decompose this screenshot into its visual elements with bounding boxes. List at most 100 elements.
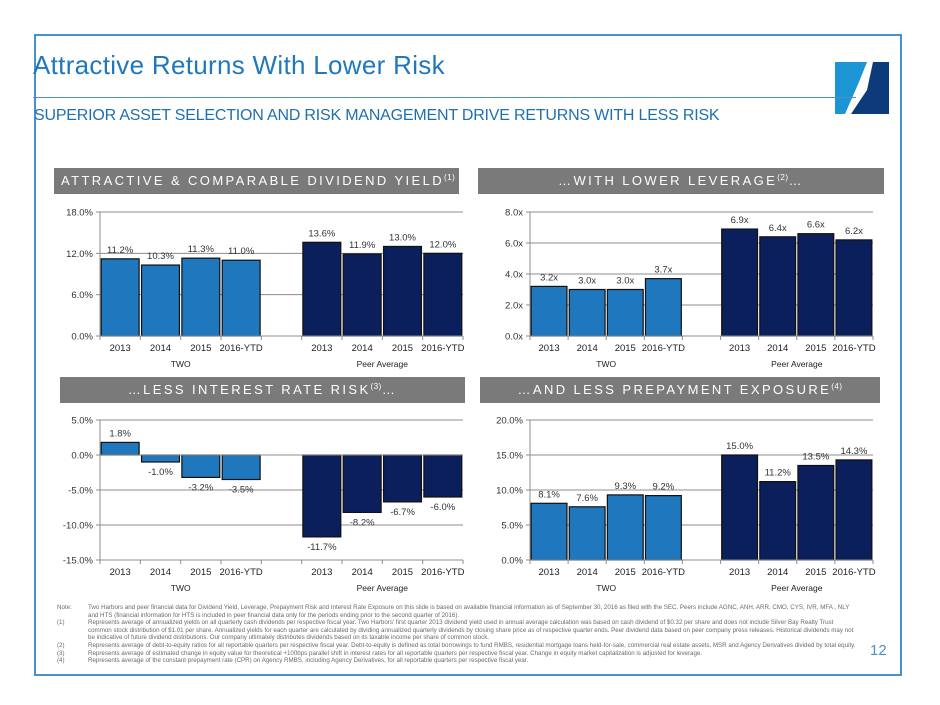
chart-dividend-yield: 0.0% 6.0% 12.0% 18.0% 11.2% 2013 10.3% 2014 11.3… — [50, 200, 470, 378]
x-tick-label: 2015 — [190, 343, 211, 354]
x-tick-label: 2016-YTD — [421, 567, 464, 578]
x-tick-label: 2016-YTD — [421, 343, 464, 354]
section-suffix: … — [788, 173, 804, 188]
company-logo-icon — [835, 62, 889, 114]
data-label: 11.0% — [228, 246, 255, 257]
data-label: -3.2% — [188, 482, 213, 493]
title-divider — [33, 97, 856, 98]
y-tick-label: 12.0% — [66, 249, 93, 260]
footnote-text: Represents average of debt-to-equity rat… — [88, 641, 856, 649]
x-tick-label: 2015 — [615, 567, 636, 578]
x-tick-label: 2014 — [352, 343, 373, 354]
footnote-text: Represents average of annualized yields … — [88, 619, 854, 642]
footnote-ref: (4) — [831, 382, 843, 391]
section-suffix: … — [381, 382, 398, 397]
slide-subtitle: SUPERIOR ASSET SELECTION AND RISK MANAGE… — [34, 107, 720, 124]
interest-rate-risk-chart-svg: -15.0% -10.0% -5.0% 0.0% 5.0% 1.8% 2013 -1.0% 20… — [63, 416, 465, 594]
x-tick-label: 2015 — [392, 343, 413, 354]
x-tick-label: 2015 — [615, 343, 636, 354]
footnote-ref: (1) — [444, 173, 456, 182]
x-tick-label: 2013 — [311, 567, 332, 578]
data-label: 13.5% — [802, 452, 829, 463]
bar-two-2015 — [606, 494, 644, 561]
footnote-key: (1) — [57, 619, 65, 627]
data-label: 15.0% — [726, 441, 753, 452]
footnote-text: Represents average of the constant prepa… — [88, 657, 529, 665]
bar-peer-2014 — [759, 480, 797, 561]
x-tick-label: 2014 — [767, 567, 788, 578]
x-tick-label: 2015 — [190, 567, 211, 578]
y-tick-label: 0.0% — [71, 451, 93, 462]
group-label: Peer Average — [357, 583, 409, 593]
bar-two-2014 — [140, 454, 181, 463]
y-tick-label: 0.0x — [505, 332, 523, 343]
data-label: -11.7% — [307, 542, 337, 553]
data-label: 13.6% — [308, 228, 335, 239]
bar-peer-2015 — [797, 233, 835, 337]
bar-peer-2014 — [342, 253, 382, 337]
bar-two-2016-ytd — [221, 259, 261, 337]
dividend-yield-chart-svg: 0.0% 6.0% 12.0% 18.0% 11.2% 2013 10.3% 2014 11.3… — [66, 208, 465, 370]
data-label: 3.7x — [654, 265, 672, 276]
bar-two-2015 — [606, 288, 644, 337]
footnote-row: (2) Represents average of debt-to-equity… — [57, 642, 857, 650]
bar-peer-2014 — [342, 454, 382, 514]
data-label: 6.9x — [731, 215, 749, 226]
x-tick-label: 2016-YTD — [642, 343, 685, 354]
data-label: -8.2% — [350, 517, 375, 528]
logo-swoosh — [845, 62, 871, 114]
bar-peer-2014 — [759, 236, 797, 337]
data-label: 14.3% — [840, 446, 867, 457]
bar-two-2014 — [140, 264, 181, 337]
group-label: Peer Average — [771, 359, 823, 369]
section-title: ATTRACTIVE & COMPARABLE DIVIDEND YIELD — [61, 173, 445, 188]
bar-peer-2016-ytd — [835, 239, 873, 337]
y-tick-label: 5.0% — [71, 416, 93, 427]
data-label: -6.0% — [430, 502, 455, 513]
bar-two-2013 — [530, 502, 568, 561]
data-label: 3.0x — [616, 276, 634, 287]
y-tick-label: 0.0% — [501, 556, 523, 567]
footnote-row: (4) Represents average of the constant p… — [57, 657, 857, 665]
data-label: 11.2% — [765, 468, 792, 479]
y-tick-label: 18.0% — [66, 208, 93, 219]
y-tick-label: 2.0x — [505, 301, 523, 312]
data-label: 7.6% — [576, 493, 598, 504]
group-label: Peer Average — [771, 583, 823, 593]
y-tick-label: 5.0% — [501, 521, 523, 532]
data-label: 3.2x — [540, 272, 558, 283]
footnote-key: (4) — [57, 657, 65, 665]
footnote-key: Note: — [57, 604, 72, 611]
x-tick-label: 2014 — [577, 343, 598, 354]
x-tick-label: 2015 — [805, 567, 826, 578]
x-tick-label: 2014 — [352, 567, 373, 578]
data-label: 12.0% — [429, 239, 456, 250]
bar-peer-2015 — [382, 454, 423, 503]
x-tick-label: 2014 — [150, 567, 171, 578]
data-label: 6.2x — [845, 226, 863, 237]
data-label: 6.6x — [807, 220, 825, 231]
section-title: …AND LESS PREPAYMENT EXPOSURE — [517, 382, 832, 397]
bar-peer-2013 — [302, 241, 342, 337]
x-tick-label: 2015 — [392, 567, 413, 578]
group-label: Peer Average — [357, 359, 409, 369]
data-label: 8.1% — [538, 489, 560, 500]
x-tick-label: 2014 — [577, 567, 598, 578]
footnote-ref: (2) — [777, 173, 789, 182]
data-label: 3.0x — [578, 276, 596, 287]
x-tick-label: 2013 — [110, 567, 131, 578]
data-label: 11.3% — [188, 244, 215, 255]
bar-two-2013 — [530, 285, 568, 337]
prepayment-exposure-chart-svg: 0.0% 5.0% 10.0% 15.0% 20.0% 8.1% 2013 7.6% 2014 9… — [496, 416, 876, 594]
data-label: 11.9% — [349, 240, 376, 251]
footnote-key: (2) — [57, 641, 65, 649]
y-tick-label: 20.0% — [496, 416, 523, 427]
footnote-row: (3) Represents average of estimated chan… — [57, 650, 857, 658]
x-tick-label: 2016-YTD — [832, 343, 875, 354]
x-tick-label: 2013 — [538, 343, 559, 354]
bar-two-2016-ytd — [644, 278, 682, 337]
bar-peer-2016-ytd — [423, 252, 463, 337]
footnote-text: Represents average of estimated change i… — [88, 649, 703, 657]
x-tick-label: 2013 — [110, 343, 131, 354]
page-number: 12 — [870, 642, 887, 659]
